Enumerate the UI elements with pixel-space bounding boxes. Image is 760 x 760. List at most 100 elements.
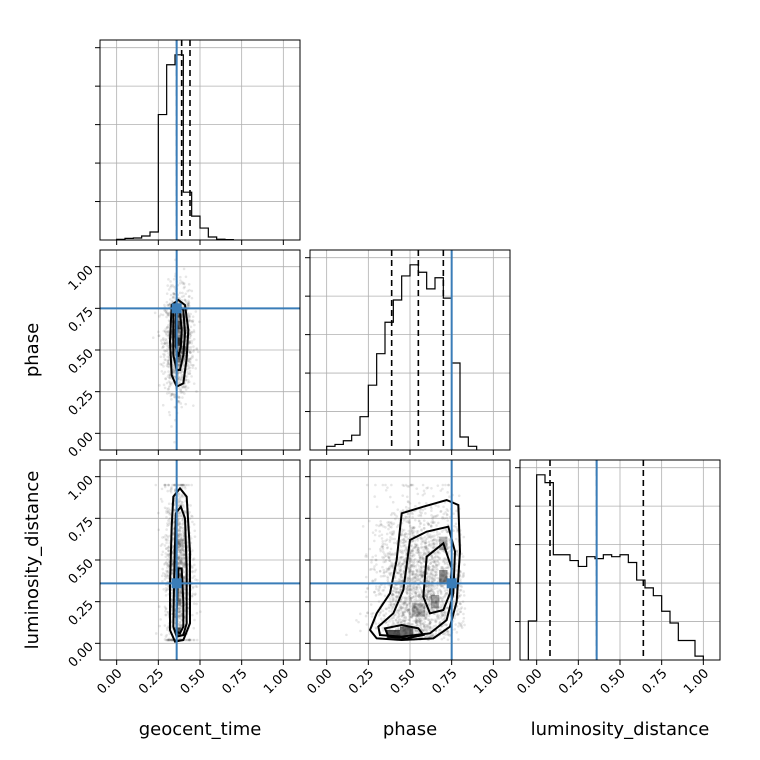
sample-point — [180, 553, 184, 557]
sample-point — [190, 341, 194, 345]
sample-point — [405, 520, 408, 523]
sample-point — [180, 391, 184, 394]
sample-point — [412, 546, 415, 550]
sample-point — [166, 638, 170, 642]
sample-point — [407, 529, 411, 533]
sample-point — [370, 612, 373, 616]
sample-point — [437, 505, 440, 508]
sample-point — [181, 546, 184, 550]
sample-point — [166, 569, 170, 573]
sample-point — [167, 638, 171, 642]
sample-point — [170, 393, 174, 396]
sample-point — [193, 570, 197, 573]
sample-point — [374, 558, 378, 562]
sample-point — [182, 364, 185, 368]
sample-point — [168, 512, 172, 516]
sample-point — [441, 614, 444, 617]
sample-point — [161, 346, 164, 350]
sample-point — [166, 355, 170, 359]
sample-point — [167, 549, 171, 552]
sample-point — [179, 559, 183, 563]
sample-point — [167, 546, 170, 549]
sample-point — [167, 545, 171, 548]
sample-point — [189, 351, 192, 355]
sample-point — [433, 605, 436, 608]
sample-point — [180, 494, 184, 498]
sample-point — [408, 612, 412, 615]
sample-point — [187, 588, 190, 591]
sample-point — [162, 329, 166, 333]
sample-point — [186, 301, 190, 305]
sample-point — [391, 621, 395, 625]
sample-point — [166, 304, 170, 307]
sample-point — [374, 529, 378, 532]
sample-point — [167, 278, 170, 281]
sample-point — [165, 341, 169, 345]
sample-point — [445, 544, 448, 548]
sample-point — [178, 555, 181, 559]
sample-point — [391, 593, 395, 596]
sample-point — [186, 558, 190, 561]
sample-point — [379, 575, 383, 578]
sample-point — [164, 590, 168, 593]
sample-point — [460, 585, 464, 588]
sample-point — [181, 548, 185, 551]
sample-point — [410, 615, 413, 619]
sample-point — [413, 564, 416, 567]
sample-point — [180, 535, 183, 539]
sample-point — [424, 617, 428, 621]
sample-point — [428, 558, 432, 562]
sample-point — [388, 559, 392, 563]
sample-point — [405, 608, 408, 612]
sample-point — [161, 579, 164, 583]
sample-point — [165, 364, 169, 367]
sample-point — [183, 585, 187, 589]
sample-point — [412, 586, 416, 590]
sample-point — [170, 486, 173, 489]
sample-point — [171, 551, 175, 554]
sample-point — [194, 310, 198, 313]
sample-point — [455, 525, 458, 529]
sample-point — [425, 545, 429, 548]
sample-point — [431, 573, 434, 577]
sample-point — [446, 629, 450, 632]
sample-point — [163, 342, 166, 345]
sample-point — [171, 483, 174, 487]
sample-point — [178, 542, 181, 546]
sample-point — [182, 561, 186, 565]
sample-point — [423, 612, 426, 615]
sample-point — [395, 515, 399, 518]
sample-point — [445, 623, 448, 627]
sample-point — [405, 592, 409, 595]
sample-point — [432, 578, 436, 581]
sample-point — [187, 295, 191, 299]
x-tick-label: 0.00 — [304, 666, 335, 697]
sample-point — [163, 386, 167, 390]
sample-point — [396, 621, 399, 624]
sample-point — [394, 590, 398, 594]
sample-point — [405, 605, 409, 608]
sample-point — [164, 575, 167, 579]
sample-point — [178, 613, 181, 617]
sample-point — [164, 560, 168, 564]
sample-point — [166, 570, 169, 573]
sample-point — [177, 396, 181, 399]
sample-point — [180, 561, 184, 564]
sample-point — [383, 555, 386, 558]
sample-point — [452, 512, 455, 515]
sample-point — [178, 522, 182, 526]
sample-point — [198, 320, 201, 324]
sample-point — [177, 514, 181, 518]
sample-point — [163, 544, 167, 547]
sample-point — [385, 546, 389, 550]
sample-point — [157, 605, 161, 608]
sample-point — [180, 538, 184, 541]
sample-point — [182, 548, 185, 552]
sample-point — [191, 613, 194, 617]
sample-point — [195, 585, 199, 589]
sample-point — [180, 526, 184, 530]
sample-point — [373, 565, 376, 568]
sample-point — [399, 541, 403, 544]
sample-point — [191, 592, 195, 596]
sample-point — [160, 553, 164, 556]
